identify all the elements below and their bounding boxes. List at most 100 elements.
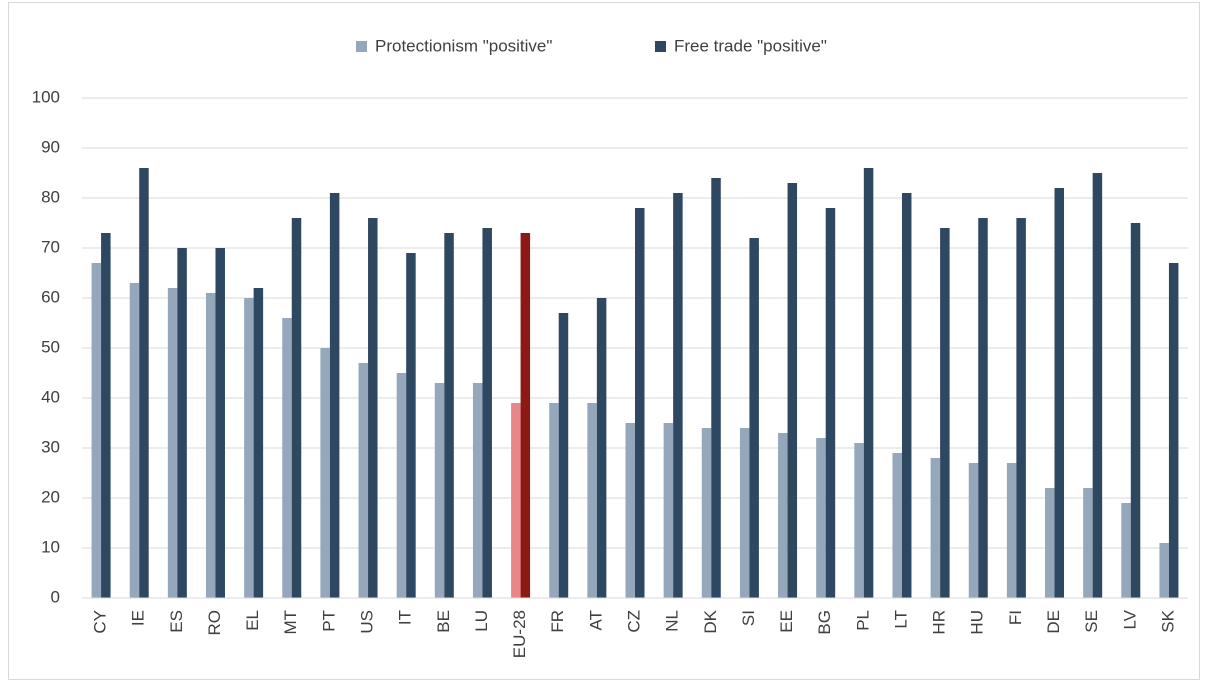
bar bbox=[739, 428, 750, 598]
bar bbox=[587, 403, 597, 598]
bar bbox=[406, 253, 416, 598]
bar bbox=[749, 238, 759, 598]
x-tick-label: LU bbox=[472, 610, 491, 632]
legend-swatch bbox=[356, 41, 367, 52]
x-tick-label: LT bbox=[891, 610, 910, 629]
x-tick-label: HU bbox=[968, 610, 987, 635]
bar bbox=[625, 423, 635, 598]
x-tick-label: CZ bbox=[624, 610, 643, 633]
x-tick-label: EL bbox=[243, 610, 262, 631]
bar bbox=[1159, 543, 1169, 598]
bar bbox=[282, 318, 292, 598]
bar bbox=[816, 438, 826, 598]
x-tick-label: HR bbox=[930, 610, 949, 635]
bar bbox=[396, 373, 407, 598]
bar bbox=[482, 228, 492, 598]
bar bbox=[434, 383, 445, 598]
x-tick-label: IT bbox=[396, 610, 415, 625]
bar bbox=[978, 218, 988, 598]
bar bbox=[901, 193, 912, 598]
bar bbox=[511, 403, 521, 598]
bar bbox=[854, 443, 864, 598]
bar bbox=[520, 233, 531, 598]
x-tick-label: NL bbox=[663, 610, 682, 632]
bar bbox=[205, 293, 216, 598]
bar bbox=[1130, 223, 1141, 598]
y-tick-label: 70 bbox=[41, 237, 60, 256]
x-tick-label: LV bbox=[1120, 609, 1139, 629]
y-tick-label: 80 bbox=[41, 187, 60, 206]
y-tick-label: 90 bbox=[41, 137, 60, 156]
bar bbox=[167, 288, 178, 598]
bar bbox=[91, 263, 102, 598]
x-tick-label: SK bbox=[1158, 609, 1177, 632]
bar bbox=[1054, 188, 1065, 598]
bar bbox=[215, 248, 225, 598]
bar bbox=[1121, 503, 1131, 598]
x-tick-label: RO bbox=[205, 610, 224, 636]
x-tick-label: PL bbox=[853, 610, 872, 631]
bar bbox=[968, 463, 979, 598]
x-tick-label: EE bbox=[777, 610, 796, 633]
bar bbox=[940, 228, 950, 598]
bar bbox=[892, 453, 902, 598]
bar bbox=[778, 433, 788, 598]
y-tick-label: 100 bbox=[32, 87, 60, 106]
y-tick-label: 50 bbox=[41, 337, 60, 356]
x-tick-label: BE bbox=[434, 610, 453, 633]
x-tick-label: EU-28 bbox=[510, 610, 529, 658]
bar bbox=[291, 218, 302, 598]
bar bbox=[358, 363, 369, 598]
bar bbox=[1092, 173, 1103, 598]
bar bbox=[472, 383, 483, 598]
bar bbox=[635, 208, 645, 598]
bar bbox=[1045, 488, 1055, 598]
x-tick-label: FI bbox=[1006, 610, 1025, 625]
x-tick-label: MT bbox=[281, 610, 300, 635]
x-tick-label: SE bbox=[1082, 610, 1101, 633]
y-tick-label: 0 bbox=[51, 587, 60, 606]
x-tick-label: AT bbox=[586, 610, 605, 630]
bar bbox=[558, 313, 569, 598]
y-tick-label: 20 bbox=[41, 487, 60, 506]
x-tick-label: PT bbox=[319, 610, 338, 632]
bar bbox=[1016, 218, 1026, 598]
bar bbox=[177, 248, 187, 598]
x-tick-label: FR bbox=[548, 610, 567, 633]
bar bbox=[101, 233, 111, 598]
x-tick-label: US bbox=[358, 610, 377, 634]
bar bbox=[139, 168, 149, 598]
bar bbox=[596, 298, 607, 598]
bar bbox=[673, 193, 683, 598]
y-tick-label: 30 bbox=[41, 437, 60, 456]
bar bbox=[863, 168, 874, 598]
bar bbox=[701, 428, 712, 598]
bar bbox=[1168, 263, 1179, 598]
bar bbox=[320, 348, 330, 598]
bar bbox=[253, 288, 264, 598]
bar bbox=[549, 403, 559, 598]
x-tick-label: DE bbox=[1044, 610, 1063, 634]
bar bbox=[244, 298, 254, 598]
bar bbox=[329, 193, 340, 598]
legend-label: Protectionism "positive" bbox=[375, 36, 552, 55]
legend-swatch bbox=[655, 41, 666, 52]
bar bbox=[663, 423, 674, 598]
x-tick-label: DK bbox=[701, 609, 720, 633]
y-tick-label: 40 bbox=[41, 387, 60, 406]
x-tick-label: IE bbox=[129, 610, 148, 626]
x-tick-label: BG bbox=[815, 610, 834, 635]
bar bbox=[444, 233, 454, 598]
bar bbox=[787, 183, 798, 598]
legend-label: Free trade "positive" bbox=[674, 36, 827, 55]
bar bbox=[1006, 463, 1017, 598]
bar bbox=[1083, 488, 1093, 598]
bar bbox=[368, 218, 378, 598]
y-tick-label: 60 bbox=[41, 287, 60, 306]
bar bbox=[129, 283, 140, 598]
bar bbox=[930, 458, 941, 598]
bar bbox=[825, 208, 836, 598]
x-tick-label: ES bbox=[167, 610, 186, 633]
x-tick-label: SI bbox=[739, 610, 758, 626]
